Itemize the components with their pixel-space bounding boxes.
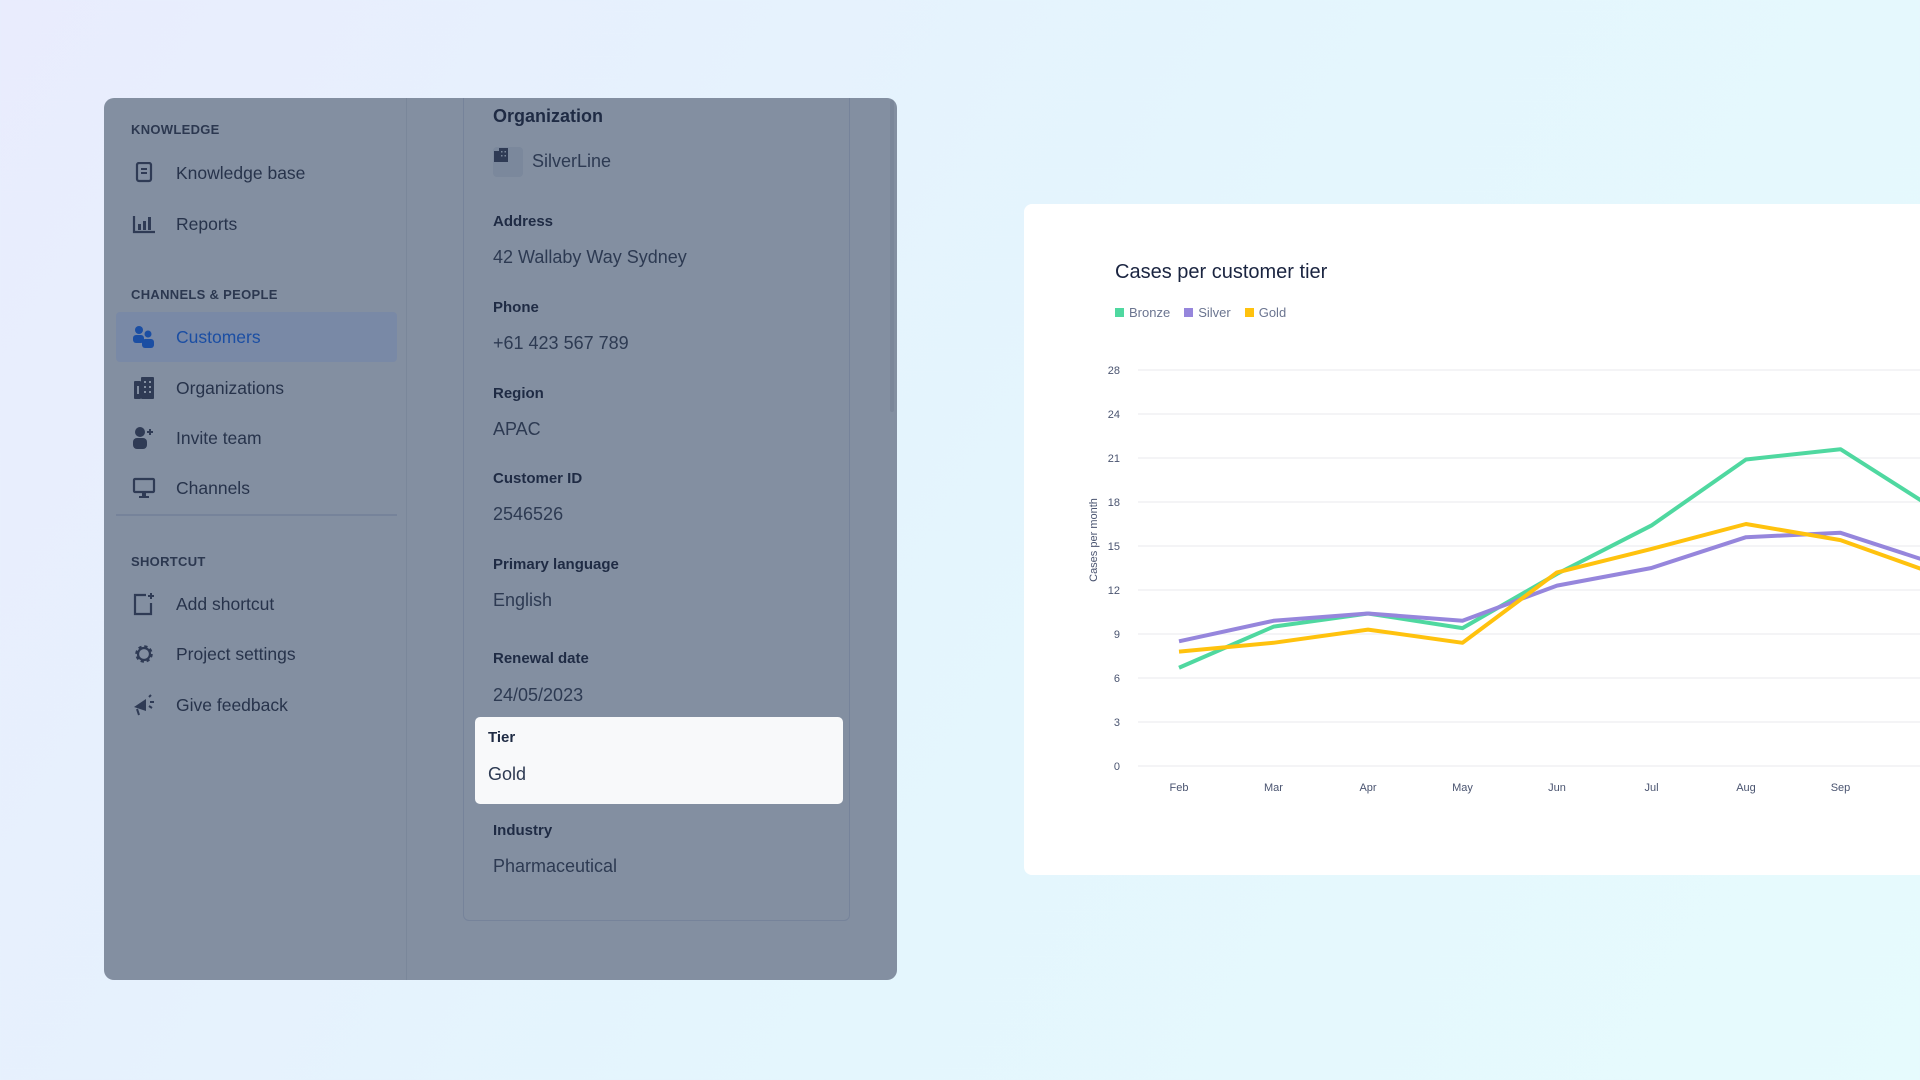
organization-label: Organization <box>493 106 604 126</box>
customer-details-card: Organization SilverLine Address 42 Walla… <box>463 98 850 921</box>
y-tick-label: 6 <box>1114 673 1120 685</box>
sidebar-item-label: Organizations <box>176 377 284 398</box>
y-tick-label: 15 <box>1108 541 1120 553</box>
x-tick-label: Sep <box>1831 782 1851 794</box>
megaphone-icon <box>132 693 156 717</box>
chart-card: Cases per customer tier Bronze Silver Go… <box>1024 204 1920 875</box>
sidebar-item-label: Customers <box>176 326 261 347</box>
organization-link[interactable]: SilverLine <box>532 151 612 171</box>
y-tick-label: 24 <box>1108 409 1120 421</box>
address-value: 42 Wallaby Way Sydney <box>493 247 687 267</box>
sidebar-item-customers[interactable]: Customers <box>116 312 397 362</box>
section-knowledge: KNOWLEDGE <box>131 122 220 137</box>
y-tick-label: 18 <box>1108 497 1120 509</box>
sidebar-item-label: Give feedback <box>176 694 288 715</box>
customer-id-value: 2546526 <box>493 504 564 524</box>
series-line-bronze <box>1178 447 1920 670</box>
phone-value: +61 423 567 789 <box>493 333 629 353</box>
y-axis-label: Cases per month <box>1088 498 1100 582</box>
sidebar-divider <box>116 514 397 516</box>
section-shortcut: SHORTCUT <box>131 554 206 569</box>
book-icon <box>132 161 156 185</box>
add-person-icon <box>132 426 156 450</box>
sidebar-item-label: Knowledge base <box>176 162 306 183</box>
tier-field-highlighted[interactable]: Tier Gold <box>475 717 843 804</box>
field-label: Primary language <box>493 556 619 573</box>
x-tick-label: Aug <box>1736 782 1756 794</box>
x-tick-label: Jun <box>1548 782 1566 794</box>
sidebar-item-label: Reports <box>176 213 238 234</box>
chart-title: Cases per customer tier <box>1115 261 1328 283</box>
legend-item-silver: Silver <box>1184 305 1231 320</box>
primary-language-value: English <box>493 590 553 610</box>
people-icon <box>132 325 156 349</box>
sidebar: KNOWLEDGE Knowledge base Reports CHANNEL… <box>104 98 407 980</box>
sidebar-item-reports[interactable]: Reports <box>116 199 397 249</box>
bar-chart-icon <box>132 212 156 236</box>
legend-item-bronze: Bronze <box>1115 305 1170 320</box>
section-channels-people: CHANNELS & PEOPLE <box>131 287 278 302</box>
building-icon <box>493 147 523 177</box>
field-label: Renewal date <box>493 650 589 667</box>
sidebar-item-label: Add shortcut <box>176 593 275 614</box>
industry-value: Pharmaceutical <box>493 856 618 876</box>
sidebar-item-label: Invite team <box>176 427 262 448</box>
field-label: Tier <box>488 729 516 746</box>
sidebar-item-invite-team[interactable]: Invite team <box>116 413 397 463</box>
building-icon <box>132 376 156 400</box>
y-tick-label: 9 <box>1114 629 1120 641</box>
sidebar-item-give-feedback[interactable]: Give feedback <box>116 680 397 730</box>
legend-item-gold: Gold <box>1244 305 1286 320</box>
x-tick-label: Apr <box>1359 782 1376 794</box>
x-tick-label: May <box>1452 782 1473 794</box>
y-tick-label: 28 <box>1108 365 1120 377</box>
sidebar-item-channels[interactable]: Channels <box>116 463 397 513</box>
monitor-icon <box>132 476 156 500</box>
field-label: Region <box>493 385 544 402</box>
field-label: Customer ID <box>493 470 583 487</box>
y-tick-label: 0 <box>1114 761 1120 773</box>
sidebar-item-organizations[interactable]: Organizations <box>116 363 397 413</box>
region-value: APAC <box>493 419 541 439</box>
scrollbar[interactable] <box>890 100 894 412</box>
y-tick-label: 3 <box>1114 717 1120 729</box>
field-label: Address <box>493 213 554 230</box>
sidebar-item-project-settings[interactable]: Project settings <box>116 629 397 679</box>
series-line-gold <box>1178 522 1920 654</box>
chart-legend: Bronze Silver Gold <box>1115 305 1286 320</box>
x-tick-label: Jul <box>1644 782 1658 794</box>
gear-icon <box>132 642 156 666</box>
line-chart: 0 3 6 9 12 15 18 21 24 28 Feb Mar Apr May Jun Jul Aug Sep… <box>1088 365 1920 794</box>
sidebar-item-add-shortcut[interactable]: Add shortcut <box>116 579 397 629</box>
tier-value: Gold <box>488 764 527 784</box>
x-tick-label: Mar <box>1264 782 1283 794</box>
sidebar-item-label: Project settings <box>176 643 296 664</box>
sidebar-item-label: Channels <box>176 477 250 498</box>
y-tick-label: 21 <box>1108 453 1120 465</box>
add-page-icon <box>132 592 156 616</box>
field-label: Industry <box>493 822 553 839</box>
x-tick-label: Feb <box>1170 782 1189 794</box>
y-tick-label: 12 <box>1108 585 1120 597</box>
customer-panel: KNOWLEDGE Knowledge base Reports CHANNEL… <box>104 98 897 980</box>
field-label: Phone <box>493 299 539 316</box>
sidebar-item-knowledge-base[interactable]: Knowledge base <box>116 148 397 198</box>
renewal-date-value: 24/05/2023 <box>493 685 584 705</box>
